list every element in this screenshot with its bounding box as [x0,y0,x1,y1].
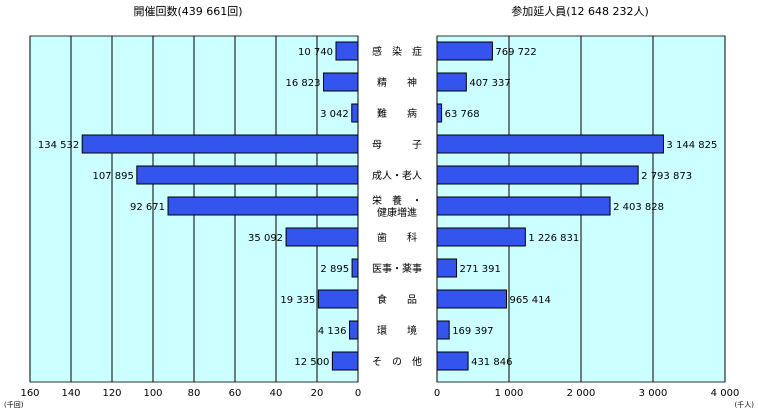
right-bar [436,196,611,216]
right-x-tick-label: 4 000 [711,388,740,399]
right-bar-value-label: 431 846 [471,357,512,368]
left-unit-label: (千回) [4,400,24,409]
left-bar [136,165,359,185]
category-label: 精 神 [377,76,417,89]
left-bar [81,134,359,154]
right-bar-value-label: 271 391 [460,264,501,275]
right-bar [436,258,458,278]
right-bar [436,41,493,61]
right-bar-value-label: 407 337 [469,78,510,89]
left-x-tick-label: 40 [270,388,283,399]
right-bar [436,165,639,185]
left-bar-value-label: 19 335 [280,295,315,306]
left-bar-value-label: 10 740 [298,47,333,58]
left-x-tick-label: 0 [355,388,361,399]
left-bar-value-label: 2 895 [320,264,349,275]
left-bar-value-label: 16 823 [286,78,321,89]
right-bar-value-label: 169 397 [452,326,493,337]
category-label: 環 境 [377,324,417,337]
category-label: そ の 他 [372,355,422,368]
right-bar [436,72,467,92]
right-unit-label: (千人) [735,400,755,409]
right-bar-value-label: 1 226 831 [528,233,579,244]
left-x-tick-label: 80 [188,388,201,399]
left-bar [351,103,359,123]
right-bar-value-label: 769 722 [495,47,536,58]
category-label: 感 染 症 [372,45,422,58]
left-chart-title: 開催回数(439 661回) [133,4,242,18]
right-bar-value-label: 63 768 [445,109,480,120]
category-label: 難 病 [377,107,417,120]
right-bar [436,103,443,123]
left-x-tick-label: 20 [311,388,324,399]
left-bar-value-label: 12 500 [294,357,329,368]
left-bar-value-label: 3 042 [320,109,349,120]
left-bar [323,72,359,92]
left-bar [349,320,359,340]
category-label: 歯 科 [377,231,417,244]
right-bar-value-label: 965 414 [510,295,551,306]
left-bar [167,196,359,216]
right-chart-title: 参加延人員(12 648 232人) [511,4,649,18]
left-bar [285,227,359,247]
left-x-tick-label: 120 [102,388,121,399]
left-bar-value-label: 134 532 [38,140,79,151]
left-x-tick-label: 60 [229,388,242,399]
right-x-tick-label: 0 [434,388,440,399]
right-bar [436,351,469,371]
left-bar [317,289,359,309]
left-bar-value-label: 92 671 [130,202,165,213]
left-bar-value-label: 35 092 [248,233,283,244]
category-label: 食 品 [377,293,417,306]
right-x-tick-label: 1 000 [495,388,524,399]
left-x-tick-label: 100 [143,388,162,399]
right-bar-value-label: 2 403 828 [613,202,664,213]
left-bar [335,41,359,61]
left-bar [351,258,359,278]
right-x-tick-label: 2 000 [567,388,596,399]
left-bar-value-label: 4 136 [318,326,347,337]
right-bar-value-label: 3 144 825 [666,140,717,151]
right-bar [436,134,664,154]
category-label: 医事・薬事 [372,262,422,275]
category-label: 栄 養 ・ [372,194,422,207]
left-bar [331,351,359,371]
left-bar-value-label: 107 895 [92,171,133,182]
category-label: 成人・老人 [372,169,422,182]
category-label: 健康増進 [377,206,417,219]
left-x-tick-label: 160 [20,388,39,399]
right-bar [436,227,526,247]
right-bar [436,289,508,309]
right-bar [436,320,450,340]
right-x-tick-label: 3 000 [639,388,668,399]
right-bar-value-label: 2 793 873 [641,171,692,182]
category-label: 母 子 [372,139,422,151]
left-x-tick-label: 140 [61,388,80,399]
